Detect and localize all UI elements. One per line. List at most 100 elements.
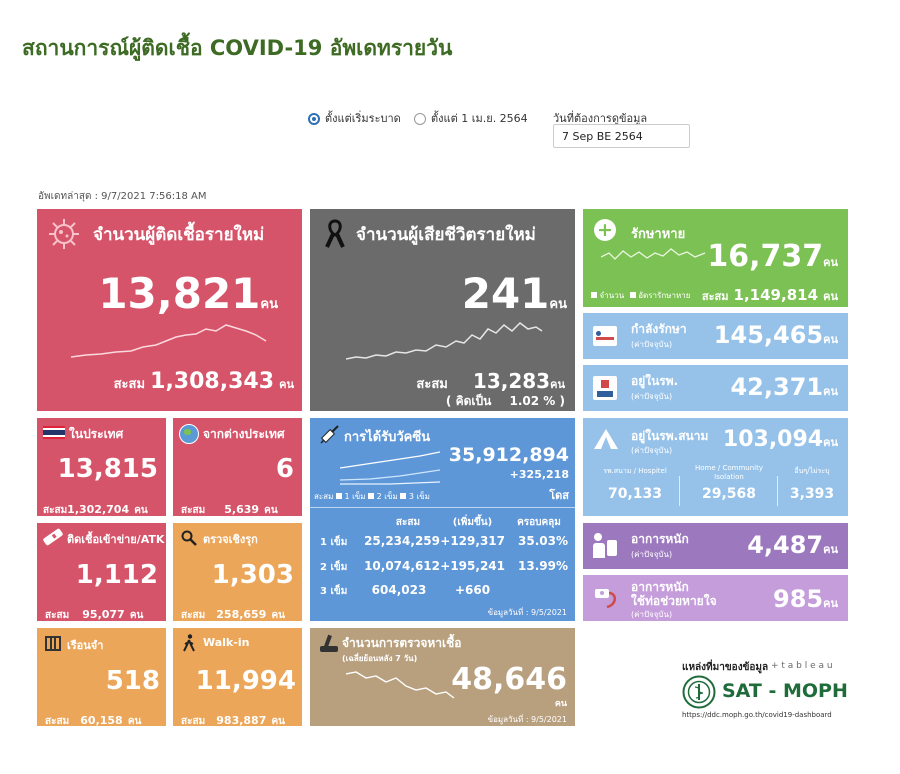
ventilator-sub: (ค่าปัจจุบัน) bbox=[631, 610, 673, 619]
radio-unselected-icon bbox=[414, 113, 426, 125]
syringe-icon bbox=[320, 425, 339, 444]
legend-prefix: สะสม bbox=[314, 492, 334, 501]
walkin-label: Walk-in bbox=[203, 636, 250, 649]
lab-test-icon bbox=[318, 634, 340, 654]
ventilator-card: อาการหนัก ใช้ท่อช่วยหายใจ (ค่าปัจจุบัน) … bbox=[583, 575, 848, 621]
cum-value: 1,149,814 bbox=[733, 286, 819, 304]
tests-label: จำนวนการตรวจหาเชื้อ bbox=[342, 636, 462, 650]
radio-label: ตั้งแต่ 1 เม.ย. 2564 bbox=[431, 112, 528, 125]
vaccine-row-cum: 10,074,612 bbox=[364, 559, 440, 573]
vaccine-row-inc: +660 bbox=[454, 583, 491, 597]
cum-label: สะสม bbox=[701, 290, 729, 303]
new-cases-card: จำนวนผู้ติดเชื้อรายใหม่ 13,821คน สะสม 1,… bbox=[37, 209, 302, 411]
prison-label: เรือนจำ bbox=[67, 639, 104, 652]
vaccine-row-cum: 604,023 bbox=[371, 583, 427, 597]
cum-label: สะสม bbox=[181, 716, 206, 726]
cum-label: สะสม bbox=[181, 610, 206, 621]
divider bbox=[679, 476, 680, 506]
severe-label: อาการหนัก bbox=[631, 532, 689, 546]
proactive-value: 1,303 bbox=[211, 560, 294, 590]
atk-value: 1,112 bbox=[75, 560, 158, 590]
page-title: สถานการณ์ผู้ติดเชื้อ COVID-19 อัพเดทรายว… bbox=[22, 36, 453, 60]
imported-value: 6 bbox=[275, 454, 294, 484]
atk-cumulative: สะสม 95,077 คน bbox=[45, 603, 143, 621]
prison-bars-icon bbox=[45, 636, 61, 651]
walkin-cumulative: สะสม 983,887 คน bbox=[181, 709, 285, 726]
vaccine-label: การได้รับวัคซีน bbox=[344, 430, 431, 445]
vaccine-header-cov: ครอบคลุม bbox=[517, 517, 561, 528]
legend-swatch-icon bbox=[335, 493, 342, 499]
vaccine-row-inc: +195,241 bbox=[440, 559, 505, 573]
date-label: วันที่ต้องการดูข้อมูล bbox=[553, 112, 648, 125]
imported-cumulative: สะสม 5,639 คน bbox=[181, 498, 278, 516]
legend-swatch-icon bbox=[368, 493, 375, 499]
unit-label: คน bbox=[129, 610, 144, 621]
search-magnifier-icon bbox=[181, 530, 197, 546]
legend-label: 2 เข็ม bbox=[376, 492, 398, 501]
cum-value: 13,283 bbox=[472, 369, 551, 393]
radio-since-april[interactable]: ตั้งแต่ 1 เม.ย. 2564 bbox=[414, 109, 528, 127]
unit-label: คน bbox=[823, 333, 838, 346]
unit-label: คน bbox=[823, 543, 838, 556]
moph-seal-icon bbox=[682, 675, 716, 709]
deaths-label: จำนวนผู้เสียชีวิตรายใหม่ bbox=[356, 225, 536, 245]
vaccine-legend: สะสม 1 เข็ม 2 เข็ม 3 เข็ม bbox=[314, 490, 430, 503]
atk-test-kit-icon bbox=[42, 527, 64, 547]
deaths-trend-sparkline bbox=[346, 322, 543, 360]
hospital-building-icon bbox=[593, 376, 617, 400]
legend-label: อัตรารักษาหาย bbox=[638, 291, 691, 300]
imported-label: จากต่างประเทศ bbox=[203, 427, 285, 441]
prison-cumulative: สะสม 60,158 คน bbox=[45, 709, 141, 726]
walking-person-icon bbox=[183, 634, 195, 652]
radio-selected-icon bbox=[308, 113, 320, 125]
legend-label: จำนวน bbox=[599, 291, 625, 300]
severe-number: 4,487 bbox=[747, 531, 824, 559]
cum-label: สะสม bbox=[416, 377, 448, 392]
in-hospital-sub: (ค่าปัจจุบัน) bbox=[631, 392, 673, 401]
prison-card: เรือนจำ 518 สะสม 60,158 คน bbox=[37, 628, 166, 726]
field-hospital-sub: (ค่าปัจจุบัน) bbox=[631, 446, 673, 455]
severe-card: อาการหนัก (ค่าปัจจุบัน) 4,487คน bbox=[583, 523, 848, 569]
tests-value: 48,646 bbox=[451, 662, 567, 697]
tableau-logo: + t a b l e a u bbox=[771, 661, 833, 671]
vaccine-increase: +325,218 bbox=[509, 468, 569, 481]
black-ribbon-icon bbox=[325, 219, 345, 248]
tests-as-of: ข้อมูลวันที่ : 9/5/2021 bbox=[487, 715, 567, 724]
vaccine-row-dose: 1 เข็ม bbox=[320, 537, 348, 548]
ventilator-label2: ใช้ท่อช่วยหายใจ bbox=[631, 594, 717, 608]
virus-icon bbox=[49, 219, 79, 249]
vaccine-total: 35,912,894 bbox=[448, 444, 569, 466]
radio-since-outbreak[interactable]: ตั้งแต่เริ่มระบาด bbox=[308, 109, 401, 127]
domestic-value: 13,815 bbox=[57, 454, 158, 484]
legend-swatch-icon bbox=[400, 493, 407, 499]
proactive-card: ตรวจเชิงรุก 1,303 สะสม 258,659 คน bbox=[173, 523, 302, 621]
domestic-card: ในประเทศ 13,815 สะสม1,302,704 คน bbox=[37, 418, 166, 516]
cum-value: 1,302,704 bbox=[67, 503, 130, 516]
in-hospital-number: 42,371 bbox=[730, 373, 824, 401]
in-treatment-value: 145,465คน bbox=[714, 321, 838, 349]
source-url[interactable]: https://ddc.moph.go.th/covid19-dashboard bbox=[682, 711, 832, 719]
cum-label: สะสม bbox=[43, 505, 68, 516]
vaccine-header-inc: (เพิ่มขึ้น) bbox=[452, 517, 493, 528]
recovered-value: 16,737คน bbox=[707, 239, 838, 274]
in-treatment-number: 145,465 bbox=[713, 321, 824, 349]
field-hospital-card: อยู่ในรพ.สนาม (ค่าปัจจุบัน) 103,094คน รพ… bbox=[583, 418, 848, 516]
vaccine-row-cov: 13.99% bbox=[518, 559, 568, 573]
prison-value: 518 bbox=[105, 666, 160, 696]
cum-label: สะสม bbox=[113, 377, 146, 392]
new-cases-number: 13,821 bbox=[98, 269, 261, 318]
new-cases-label: จำนวนผู้ติดเชื้อรายใหม่ bbox=[93, 225, 265, 245]
unit-label: คน bbox=[550, 378, 565, 391]
divider bbox=[310, 507, 575, 508]
proactive-label: ตรวจเชิงรุก bbox=[203, 533, 258, 546]
percent-value: 1.02 % ) bbox=[509, 394, 565, 408]
date-input[interactable]: 7 Sep BE 2564 bbox=[553, 124, 690, 148]
cum-label: สะสม bbox=[45, 716, 70, 726]
unit-label: คน bbox=[823, 290, 838, 303]
ventilator-value: 985คน bbox=[773, 585, 838, 613]
vaccine-card: การได้รับวัคซีน 35,912,894 +325,218 โดส … bbox=[310, 418, 575, 621]
unit-label: คน bbox=[549, 297, 567, 312]
cum-value: 1,308,343 bbox=[150, 369, 275, 394]
vaccine-as-of: ข้อมูลวันที่ : 9/5/2021 bbox=[487, 608, 567, 617]
recovered-number: 16,737 bbox=[707, 239, 824, 274]
